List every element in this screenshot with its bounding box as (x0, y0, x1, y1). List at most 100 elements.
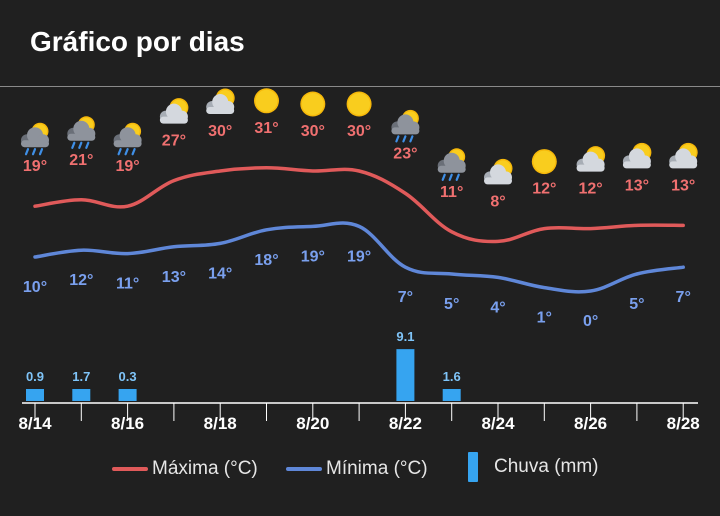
x-tick-label: 8/22 (389, 414, 422, 433)
rain-cloud-icon (21, 122, 49, 156)
min-temp-label: 4° (490, 299, 505, 316)
max-temp-label: 23° (393, 145, 417, 162)
rain-drop (441, 173, 446, 181)
partly-cloudy-icon (576, 146, 606, 172)
temperature-lines (33, 166, 685, 294)
max-temp-label: 11° (440, 184, 463, 201)
rain-bar (72, 389, 91, 401)
min-temp-label: 5° (444, 296, 459, 313)
x-tick-label: 8/16 (111, 414, 144, 433)
rain-bars: 0.9 1.7 0.3 9.1 1.6 (26, 329, 461, 401)
rain-cloud-icon (391, 109, 420, 143)
sun-disc (348, 93, 371, 115)
sun-disc (533, 150, 556, 173)
max-temp-label: 30° (347, 123, 371, 140)
rain-drop (124, 148, 129, 156)
rain-bar (442, 389, 461, 401)
x-axis: 8/14 8/16 8/18 8/20 8/22 8/24 8/26 8/28 (18, 402, 700, 433)
sun-icon (300, 91, 326, 117)
header: Gráfico por dias (0, 0, 720, 86)
rain-bar (396, 349, 415, 401)
sun-icon (346, 91, 372, 117)
rain-drop (131, 148, 136, 156)
rain-drop (409, 135, 414, 143)
partly-cloudy-icon (622, 142, 652, 169)
cloud-base (206, 107, 235, 114)
min-temp-label: 19° (301, 248, 325, 265)
rain-label: 9.1 (396, 329, 414, 344)
rain-label: 0.3 (119, 369, 137, 384)
legend-min: Mínima (°C) (286, 458, 428, 480)
max-temp-label: 27° (162, 133, 186, 150)
max-temp-label: 13° (671, 177, 695, 194)
partly-cloudy-icon (159, 98, 189, 124)
min-temp-label: 14° (208, 265, 232, 282)
max-temp-label: 19° (23, 158, 47, 175)
rain-cloud-icon (67, 116, 96, 149)
sun-disc (255, 89, 278, 112)
x-tick-label: 8/24 (481, 414, 515, 433)
rain-cloud-icon (113, 122, 142, 156)
cloud-base (21, 140, 49, 148)
rain-drop (85, 141, 90, 149)
max-temp-label: 19° (115, 158, 139, 175)
min-temp-label: 5° (629, 296, 644, 313)
rain-label: 1.6 (443, 369, 461, 384)
rain-drop (402, 135, 407, 143)
x-tick-label: 8/26 (574, 414, 607, 433)
min-temp-label: 10° (23, 279, 47, 296)
temperature-labels: 19° 21° 19° 27° 30° 31° 30° 30° 23° 11° 8° 12° 12° 13… (23, 120, 695, 330)
rain-drop (24, 148, 30, 156)
min-temp-label: 1° (537, 310, 552, 327)
max-temp-label: 12° (578, 181, 602, 198)
min-temp-label: 11° (116, 276, 139, 293)
legend-rain: Chuva (mm) (468, 452, 599, 482)
max-temp-label: 31° (254, 120, 278, 137)
max-temp-line (33, 166, 685, 244)
weather-icons (21, 88, 698, 185)
legend-max-label: Máxima (°C) (152, 458, 258, 479)
min-temp-label: 18° (254, 252, 278, 269)
sun-icon (531, 149, 557, 175)
cloud-base (622, 161, 651, 169)
cloud-base (484, 177, 512, 185)
max-temp-label: 30° (301, 123, 325, 140)
cloud-base (391, 127, 420, 135)
legend: Máxima (°C) Mínima (°C) Chuva (mm) (0, 450, 720, 490)
cloud-base (437, 165, 466, 173)
min-temp-line (33, 221, 685, 294)
rain-drop (455, 173, 460, 181)
cloud-base (669, 161, 698, 169)
max-temp-label: 30° (208, 123, 232, 140)
x-tick-label: 8/14 (18, 414, 52, 433)
sun-disc (301, 93, 324, 115)
cloud-base (159, 116, 188, 124)
rain-drop (38, 148, 44, 156)
header-divider (0, 86, 720, 87)
cloud-base (67, 133, 96, 141)
rain-bar (118, 389, 137, 401)
min-temp-label: 7° (398, 289, 413, 306)
legend-rain-label: Chuva (mm) (494, 456, 599, 477)
partly-cloudy-icon (669, 142, 698, 169)
rain-drop (71, 141, 76, 149)
rain-drop (448, 173, 453, 181)
partly-cloudy-icon (206, 88, 235, 114)
x-tick-label: 8/20 (296, 414, 329, 433)
min-temp-label: 13° (162, 269, 186, 286)
rain-bar (26, 389, 44, 401)
max-temp-label: 13° (625, 177, 649, 194)
partly-cloudy-icon (484, 158, 513, 185)
rain-cloud-icon (437, 148, 466, 181)
sun-icon (254, 88, 279, 114)
rain-drop (395, 135, 400, 143)
x-tick-label: 8/18 (204, 414, 237, 433)
rain-drop (117, 148, 122, 156)
max-temp-label: 21° (69, 152, 93, 169)
min-temp-label: 19° (347, 248, 371, 265)
rain-drop (78, 141, 83, 149)
cloud-base (113, 140, 142, 148)
page-title: Gráfico por dias (30, 26, 245, 57)
min-temp-label: 7° (676, 289, 691, 306)
